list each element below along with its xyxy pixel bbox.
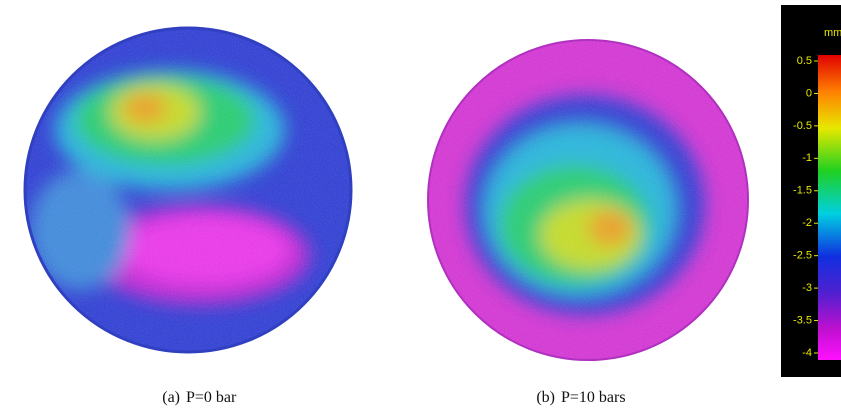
- colorbar-tick-label: -1.5: [793, 185, 812, 197]
- colorbar-tick-label: 0.5: [797, 55, 812, 67]
- height-map-a: [25, 28, 351, 352]
- panel-caption: P=0 bar: [186, 389, 237, 406]
- colorbar-strip: [818, 55, 841, 360]
- colorbar-tick-label: -3.5: [793, 314, 812, 326]
- panel-label: (b): [536, 389, 555, 406]
- dish-rim: [23, 26, 353, 354]
- colorbar-tick-label: -2.5: [793, 250, 812, 262]
- colorbar-unit: mm: [824, 27, 841, 39]
- dish-rim: [427, 39, 749, 361]
- height-map-b: [428, 40, 748, 360]
- colorbar: mm 0.5 0 -0.5 -1 -1.5 -2 -2.5 -3 -3.5 -4: [781, 5, 841, 377]
- colorbar-tick-label: -3: [802, 282, 812, 294]
- panel-caption: P=10 bars: [561, 389, 626, 406]
- colorbar-tick-label: -2: [802, 217, 812, 229]
- colorbar-tick-label: 0: [806, 87, 812, 99]
- colorbar-tick-label: -4: [802, 347, 812, 359]
- panel-label: (a): [162, 389, 180, 406]
- colorbar-tick-label: -1: [802, 152, 812, 164]
- colorbar-tick-label: -0.5: [793, 120, 812, 132]
